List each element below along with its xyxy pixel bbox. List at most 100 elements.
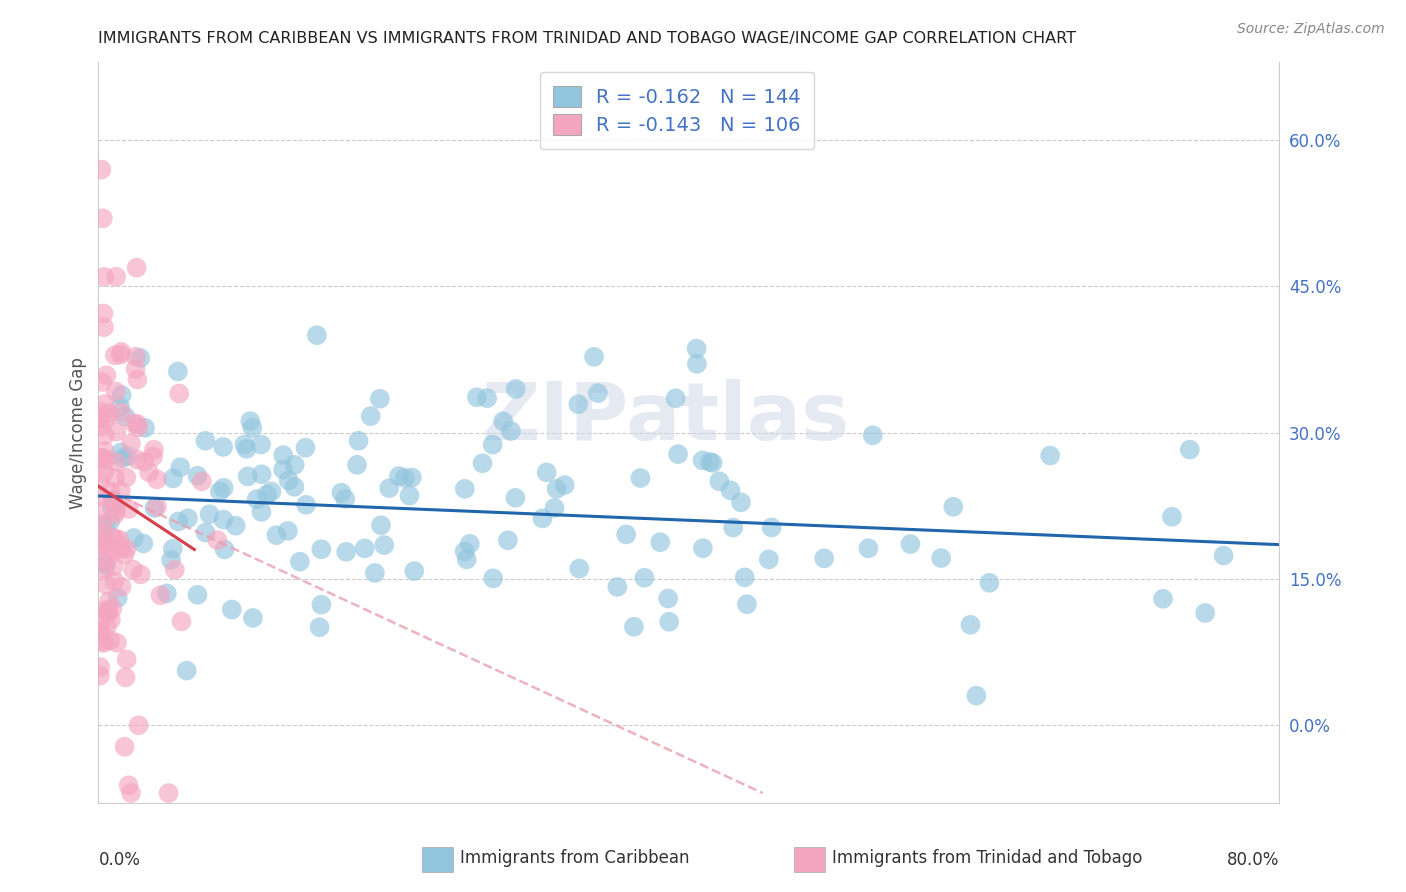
Point bbox=[122, 417, 145, 431]
Point bbox=[93, 636, 115, 650]
Point bbox=[186, 588, 208, 602]
Point bbox=[125, 350, 148, 364]
Point bbox=[735, 597, 758, 611]
Point bbox=[115, 541, 138, 556]
Point bbox=[101, 530, 124, 544]
Point bbox=[105, 455, 128, 469]
Point bbox=[401, 470, 423, 484]
Point bbox=[105, 269, 128, 284]
Point bbox=[94, 603, 117, 617]
Point bbox=[194, 434, 217, 448]
Point bbox=[685, 342, 707, 356]
Point bbox=[283, 480, 305, 494]
Point bbox=[721, 520, 744, 534]
Point bbox=[143, 501, 166, 516]
Point bbox=[129, 351, 152, 365]
Point bbox=[666, 447, 689, 461]
Point bbox=[146, 500, 169, 514]
Point bbox=[207, 533, 229, 548]
Point bbox=[94, 534, 117, 549]
Point bbox=[586, 386, 609, 401]
Point bbox=[94, 397, 117, 411]
Point bbox=[94, 558, 117, 573]
Point bbox=[208, 484, 231, 499]
Point bbox=[90, 538, 112, 552]
Point bbox=[458, 537, 481, 551]
Point bbox=[606, 580, 628, 594]
Point bbox=[162, 471, 184, 485]
Point bbox=[129, 567, 152, 582]
Point bbox=[115, 470, 138, 484]
Point bbox=[93, 466, 115, 480]
Point bbox=[692, 541, 714, 556]
Point bbox=[250, 467, 273, 482]
Point bbox=[160, 553, 183, 567]
Point bbox=[91, 375, 114, 389]
Point bbox=[89, 410, 111, 425]
Point bbox=[100, 500, 122, 514]
Point bbox=[157, 786, 180, 800]
Point bbox=[98, 633, 121, 648]
Point bbox=[979, 575, 1001, 590]
Point bbox=[128, 718, 150, 732]
Point bbox=[567, 397, 589, 411]
Point bbox=[471, 456, 494, 470]
Point bbox=[543, 500, 565, 515]
Point bbox=[118, 778, 141, 792]
Point bbox=[496, 533, 519, 548]
Point bbox=[212, 481, 235, 495]
Point bbox=[1039, 449, 1062, 463]
Point bbox=[114, 739, 136, 754]
Point bbox=[294, 441, 316, 455]
Point bbox=[108, 400, 131, 414]
Point bbox=[89, 626, 111, 640]
Point bbox=[212, 440, 235, 454]
Point bbox=[117, 450, 139, 464]
Point bbox=[492, 414, 515, 428]
Point bbox=[554, 478, 576, 492]
Point bbox=[166, 364, 188, 378]
Point bbox=[456, 552, 478, 566]
Point bbox=[93, 444, 115, 458]
Point bbox=[665, 391, 688, 405]
Point bbox=[101, 601, 124, 615]
Point bbox=[335, 491, 357, 506]
Point bbox=[240, 421, 263, 435]
Point bbox=[256, 487, 278, 501]
Point bbox=[453, 544, 475, 558]
Text: Source: ZipAtlas.com: Source: ZipAtlas.com bbox=[1237, 22, 1385, 37]
Point bbox=[271, 448, 294, 462]
Point bbox=[89, 668, 111, 682]
Point bbox=[104, 384, 127, 399]
Point bbox=[91, 211, 114, 226]
Point bbox=[101, 492, 124, 507]
Point bbox=[236, 469, 259, 483]
Point bbox=[177, 511, 200, 525]
Point bbox=[308, 620, 330, 634]
Point bbox=[481, 438, 503, 452]
Point bbox=[1178, 442, 1201, 457]
Point bbox=[96, 368, 118, 383]
Point bbox=[110, 388, 132, 402]
Point bbox=[277, 524, 299, 538]
Point bbox=[162, 541, 184, 556]
Point bbox=[628, 471, 651, 485]
Point bbox=[89, 490, 111, 504]
Point bbox=[499, 424, 522, 438]
Point bbox=[284, 458, 307, 472]
Point bbox=[98, 407, 121, 421]
Point bbox=[568, 561, 591, 575]
Point bbox=[90, 162, 112, 177]
Point bbox=[127, 420, 149, 434]
Point bbox=[94, 557, 117, 571]
Point bbox=[221, 602, 243, 616]
Point bbox=[122, 562, 145, 576]
Point bbox=[134, 421, 156, 435]
Point bbox=[288, 555, 311, 569]
Point bbox=[225, 518, 247, 533]
Point bbox=[235, 442, 257, 456]
Point bbox=[305, 328, 328, 343]
Point bbox=[582, 350, 605, 364]
Point bbox=[104, 348, 127, 362]
Point bbox=[364, 566, 387, 580]
